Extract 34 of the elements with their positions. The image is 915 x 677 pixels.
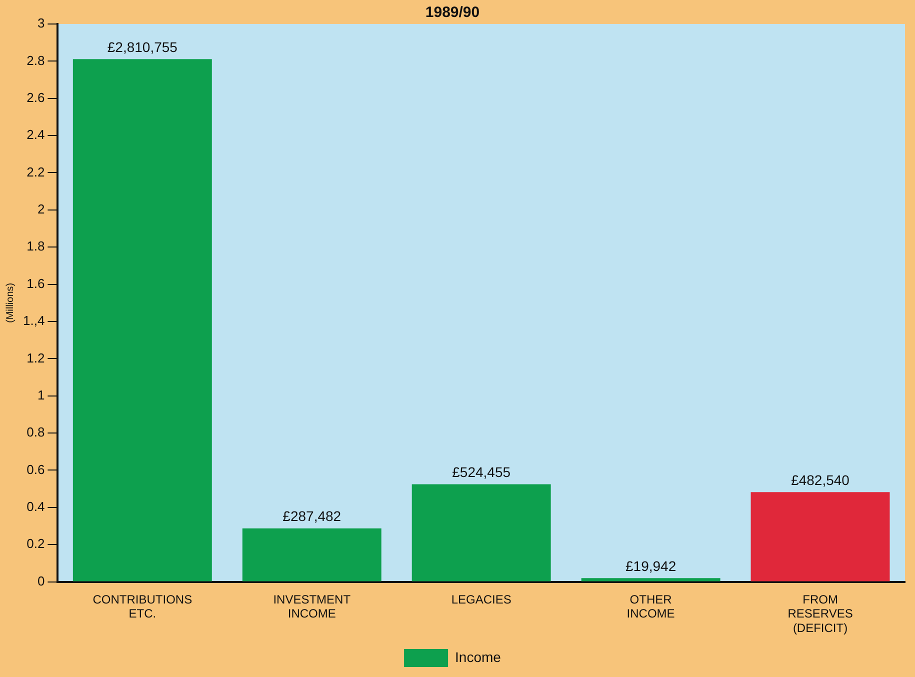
- bar: [72, 59, 212, 582]
- chart-title: 1989/90: [425, 4, 480, 22]
- annotation: £287,482: [282, 508, 342, 524]
- annotation: £524,455: [452, 464, 511, 480]
- bar: [581, 578, 720, 582]
- y-tick-label: 0.8: [26, 424, 45, 440]
- y-axis-title: (Millions): [4, 282, 16, 323]
- y-tick-label: 3: [37, 16, 45, 31]
- annotation: £2,810,755: [107, 39, 178, 56]
- x-tick-label: OTHER INCOME: [626, 592, 675, 621]
- x-tick-label: CONTRIBUTIONS ETC.: [92, 592, 192, 621]
- bar: [750, 492, 890, 582]
- bar: [242, 528, 382, 582]
- y-tick-label: 2.8: [26, 52, 45, 68]
- y-tick-label: 1.8: [26, 238, 45, 254]
- bar: [412, 484, 551, 582]
- x-tick-label: LEGACIES: [451, 592, 512, 606]
- y-tick-label: 1: [37, 387, 45, 402]
- y-tick-label: 0: [37, 573, 45, 588]
- y-tick-label: 2: [37, 202, 45, 217]
- y-tick-label: 2.4: [26, 127, 45, 142]
- legend-label: Income: [455, 648, 502, 665]
- x-tick-label: FROM RESERVES (DEFICIT): [788, 592, 853, 636]
- annotation: £482,540: [791, 472, 850, 488]
- y-tick-label: 2.6: [26, 90, 45, 105]
- x-tick-label: INVESTMENT INCOME: [273, 592, 352, 621]
- y-tick-label: 0.4: [26, 499, 45, 514]
- annotation: £19,942: [626, 558, 676, 574]
- y-tick-label: 1.,4: [22, 313, 45, 328]
- y-tick-label: 1.6: [26, 276, 45, 291]
- y-tick-label: 2.2: [26, 164, 45, 180]
- y-tick-label: 0.2: [26, 536, 45, 552]
- y-tick-label: 1.2: [26, 350, 45, 366]
- y-tick-label: 0.6: [26, 462, 45, 477]
